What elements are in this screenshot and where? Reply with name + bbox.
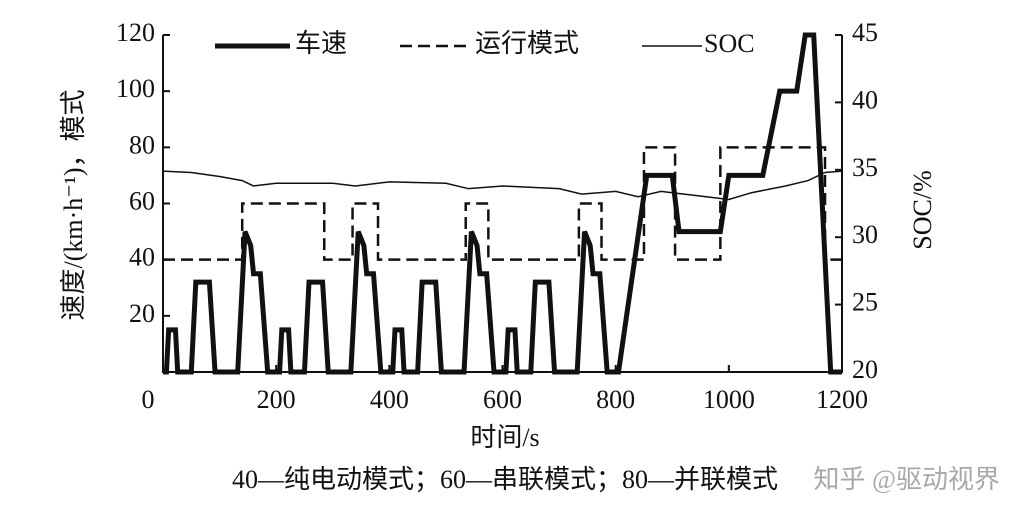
x-tick-label: 400 <box>370 385 409 414</box>
y2-axis-label: SOC/% <box>908 170 937 249</box>
y2-tick-label: 20 <box>852 355 878 384</box>
x-tick-label: 200 <box>257 385 296 414</box>
watermark: 知乎 @驱动视界 <box>814 465 1000 494</box>
x-tick-label: 1000 <box>703 385 755 414</box>
series-line <box>163 146 842 261</box>
y-axis-label: 速度/(km·h⁻¹)，模式 <box>59 90 88 321</box>
legend-label: 运行模式 <box>475 29 579 58</box>
x-tick-label: 600 <box>483 385 522 414</box>
legend-label: 车速 <box>295 29 347 58</box>
y2-tick-label: 35 <box>852 153 878 182</box>
y2-tick-label: 25 <box>852 288 878 317</box>
x-tick-label: 800 <box>596 385 635 414</box>
y2-tick-label: 30 <box>852 220 878 249</box>
caption: 40—纯电动模式；60—串联模式；80—并联模式 <box>232 465 778 494</box>
series-line <box>162 170 843 201</box>
y-tick-label: 60 <box>129 186 155 215</box>
x-tick-label: 0 <box>142 385 155 414</box>
series-line <box>163 32 842 375</box>
x-axis-label: 时间/s <box>470 423 539 452</box>
y-tick-label: 100 <box>116 74 155 103</box>
y2-tick-label: 40 <box>852 85 878 114</box>
y2-tick-label: 45 <box>852 18 878 47</box>
y-tick-label: 20 <box>129 299 155 328</box>
legend-label: SOC <box>704 29 755 58</box>
x-tick-label: 1200 <box>816 385 868 414</box>
y-tick-label: 40 <box>129 243 155 272</box>
y-tick-label: 120 <box>116 18 155 47</box>
y-tick-label: 80 <box>129 130 155 159</box>
